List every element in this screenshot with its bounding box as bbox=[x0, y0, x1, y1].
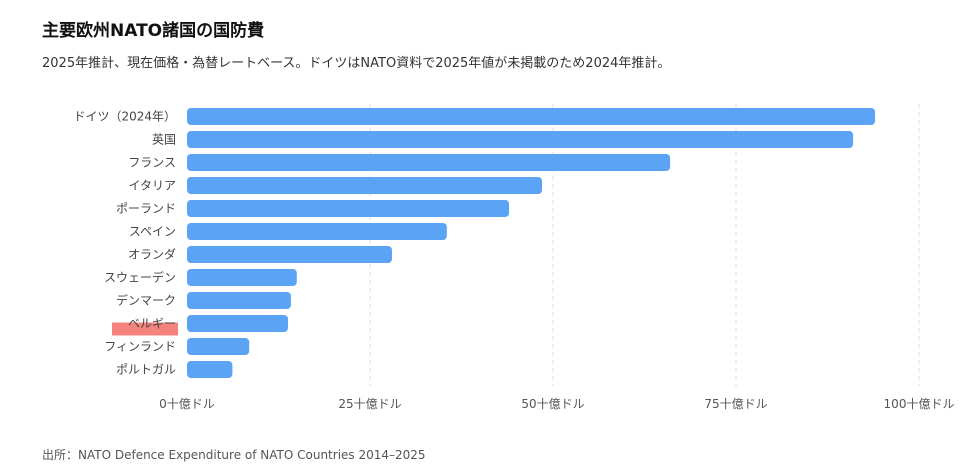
chart-title: 主要欧州NATO諸国の国防費 bbox=[42, 21, 265, 41]
x-tick-label: 100十億ドル bbox=[884, 397, 955, 411]
bar bbox=[187, 269, 297, 286]
category-label: フランス bbox=[128, 156, 176, 170]
bar bbox=[187, 108, 876, 125]
category-label: イタリア bbox=[128, 179, 176, 193]
category-label: 英国 bbox=[152, 133, 176, 147]
bar bbox=[187, 338, 250, 355]
bar bbox=[187, 177, 543, 194]
category-label: ベルギー bbox=[128, 317, 176, 331]
category-label: ポルトガル bbox=[116, 363, 176, 377]
category-label: オランダ bbox=[128, 247, 176, 262]
source-note: 出所：NATO Defence Expenditure of NATO Coun… bbox=[42, 448, 426, 462]
category-label: ドイツ（2024年） bbox=[73, 110, 176, 124]
category-label: ポーランド bbox=[116, 202, 176, 216]
x-tick-label: 75十億ドル bbox=[704, 397, 767, 411]
category-label: スペイン bbox=[129, 225, 176, 239]
highlight-marker bbox=[112, 322, 178, 336]
bar bbox=[187, 292, 291, 309]
category-label: フィンランド bbox=[104, 340, 176, 354]
bar bbox=[187, 131, 854, 148]
x-tick-label: 0十億ドル bbox=[159, 397, 215, 411]
chart-subtitle: 2025年推計、現在価格・為替レートベース。ドイツはNATO資料で2025年値が… bbox=[42, 56, 671, 71]
x-tick-label: 25十億ドル bbox=[338, 397, 401, 411]
bar bbox=[187, 361, 233, 378]
x-tick-label: 50十億ドル bbox=[521, 397, 584, 411]
bar bbox=[187, 223, 447, 240]
category-label: デンマーク bbox=[116, 293, 176, 308]
bar bbox=[187, 200, 510, 217]
bar bbox=[187, 246, 392, 263]
category-label: スウェーデン bbox=[104, 270, 176, 285]
bar bbox=[187, 154, 671, 171]
bar bbox=[187, 315, 289, 332]
